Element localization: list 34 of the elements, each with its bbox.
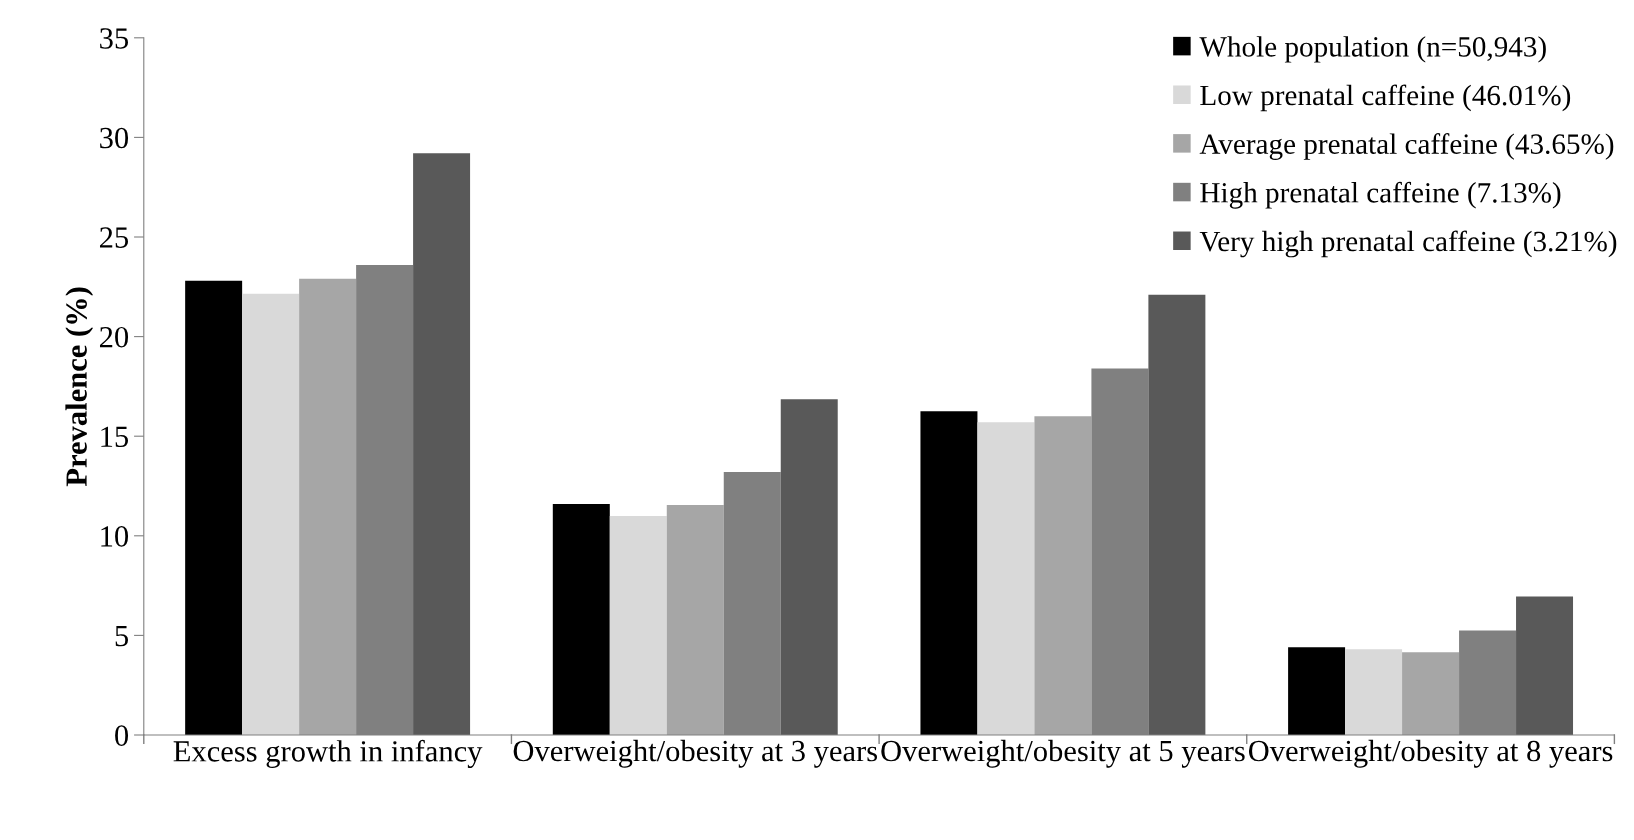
y-tick-label: 30	[100, 127, 129, 149]
legend-label: High prenatal caffeine (7.13%)	[1200, 181, 1561, 209]
bar	[1402, 652, 1460, 735]
x-tick-label: Excess growth in infancy	[173, 739, 483, 768]
y-tick-label: 35	[100, 28, 129, 49]
bar	[1034, 416, 1092, 735]
y-tick-label: 25	[99, 227, 129, 248]
y-tick-label: 10	[101, 526, 129, 547]
bar	[1345, 649, 1403, 735]
bar	[666, 504, 724, 735]
legend-label: Average prenatal caffeine (43.65%)	[1199, 133, 1614, 160]
bar	[552, 503, 610, 735]
bar	[242, 293, 300, 735]
y-axis-title: Prevalence (%)	[65, 287, 94, 487]
x-tick-label: Overweight/obesity at 5 years	[881, 739, 1245, 768]
legend-label: Very high prenatal caffeine (3.21%)	[1199, 230, 1617, 258]
bar	[780, 399, 838, 735]
x-tick-label: Overweight/obesity at 3 years	[513, 739, 878, 768]
x-tick-label: Overweight/obesity at 8 years	[1248, 739, 1613, 768]
legend-label: Whole population (n=50,943)	[1199, 36, 1546, 63]
y-tick-label: 0	[115, 725, 129, 746]
bar	[413, 153, 471, 735]
bar	[299, 278, 357, 735]
legend-label: Low prenatal caffeine (46.01%)	[1200, 84, 1571, 112]
y-tick-label: 15	[101, 426, 129, 448]
bar	[1148, 294, 1206, 735]
bar	[185, 280, 243, 735]
y-tick-label: 5	[115, 625, 129, 647]
bar	[977, 422, 1035, 735]
bar	[1516, 596, 1574, 735]
bar	[609, 515, 667, 735]
bar	[920, 411, 978, 735]
y-tick-label: 20	[99, 326, 129, 348]
bar	[1288, 647, 1346, 735]
